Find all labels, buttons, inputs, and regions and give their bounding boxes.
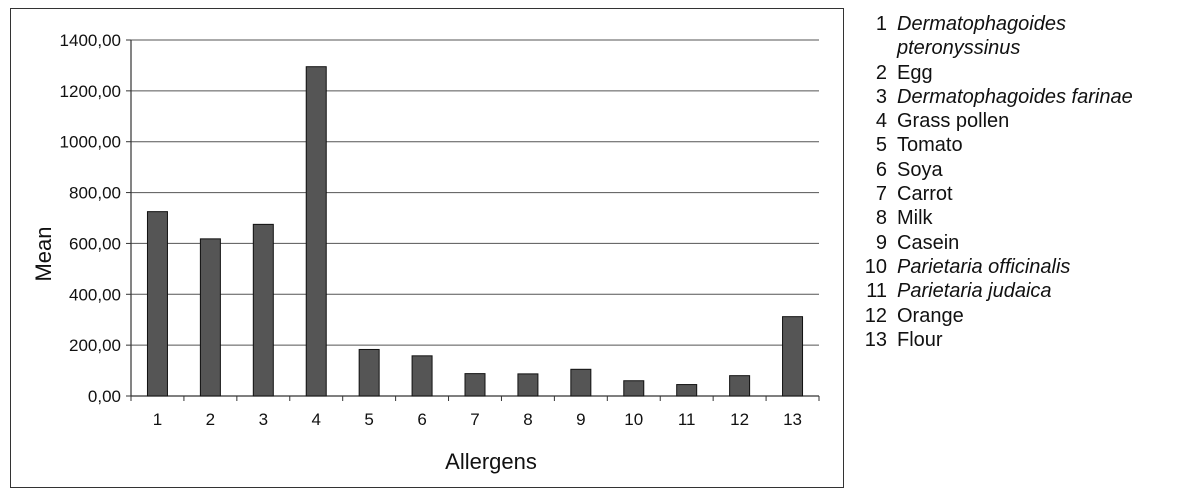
legend-item-label: Grass pollen [897,110,1010,133]
x-tick-label: 12 [730,410,749,429]
y-tick-label: 600,00 [69,234,121,253]
x-tick-label: 8 [523,410,532,429]
legend-item: 12 Orange [863,304,1133,328]
bars [146,66,804,397]
legend-item-label: Dermatophagoides pteronyssinus [897,13,1066,60]
legend-item-number: 9 [875,231,887,254]
legend-item-number: 8 [875,207,887,230]
bar [464,373,486,397]
legend-item-label: Casein [897,231,960,254]
legend-item-label: Tomato [897,134,963,157]
legend-item-label: Dermatophagoides farinae [897,85,1133,108]
legend-item-number: 6 [875,158,887,181]
y-tick-label: 1400,00 [60,31,121,50]
bar [729,375,751,397]
chart-frame: 0,00 200,00 400,00 600,00 800,00 1000,00 1200,… [10,8,844,488]
x-tick-label: 4 [311,410,320,429]
x-tick-label: 7 [470,410,479,429]
bar [146,211,168,397]
legend-item-number: 5 [875,134,887,157]
bar [411,355,433,397]
legend-item-label: Flour [897,328,943,351]
legend-item: 3 Dermatophagoides farinae [863,85,1133,109]
bar [782,316,804,397]
legend-item-label: Orange [897,304,964,327]
legend-item-number: 12 [864,304,887,327]
bar [305,66,327,397]
bar [676,384,698,397]
legend-item: 8 Milk [863,206,1133,230]
legend-item-number: 1 [875,13,887,35]
bar [358,348,380,397]
legend-item: 7 Carrot [863,182,1133,206]
bar [199,238,221,397]
x-tick-label: 11 [678,410,696,429]
x-tick-label: 10 [624,410,643,429]
legend-item-number: 4 [875,110,887,133]
legend-item-number: 3 [875,85,887,108]
bar [517,373,539,397]
y-tick-label: 0,00 [88,387,121,406]
x-tick-label: 5 [364,410,373,429]
legend-item-number: 10 [864,255,887,278]
x-tick-label: 1 [153,410,162,429]
legend-item: 5 Tomato [863,133,1133,157]
bar [623,380,645,397]
bar-chart: 0,00 200,00 400,00 600,00 800,00 1000,00 1200,… [31,31,820,474]
legend-item-label: Soya [897,158,943,181]
legend-item-label: Parietaria officinalis [897,255,1071,278]
y-tick-label: 800,00 [69,184,121,203]
legend: 1 Dermatophagoides pteronyssinus 2 Egg 3 Derm… [863,12,1133,352]
legend-item-number: 13 [864,328,887,351]
x-tick-labels: 1 2 3 4 5 6 7 8 9 10 11 12 13 [153,410,802,429]
x-tick-label: 9 [576,410,585,429]
x-tick-label: 3 [259,410,268,429]
legend-item: 13 Flour [863,328,1133,352]
legend-item-number: 11 [866,280,887,303]
legend-item: 1 Dermatophagoides pteronyssinus [863,12,1133,61]
legend-item-label: Carrot [897,183,953,206]
legend-item-number: 7 [875,183,887,206]
y-tick-label: 1200,00 [60,82,121,101]
legend-item-label: Parietaria judaica [897,280,1052,303]
x-axis-label: Allergens [445,449,537,474]
y-axis-label: Mean [31,226,56,281]
legend-item: 11 Parietaria judaica [863,279,1133,303]
y-tick-labels: 0,00 200,00 400,00 600,00 800,00 1000,00 1200,… [60,31,121,406]
x-tick-label: 13 [783,410,802,429]
legend-item-label: Egg [897,61,933,84]
legend-item-number: 2 [875,61,887,84]
bar [252,223,274,397]
x-tick-label: 6 [417,410,426,429]
gridlines [131,39,819,346]
legend-item: 4 Grass pollen [863,109,1133,133]
legend-item: 2 Egg [863,61,1133,85]
bar [570,368,592,397]
x-tick-label: 2 [206,410,215,429]
legend-item: 6 Soya [863,158,1133,182]
axes [126,39,820,401]
y-tick-label: 200,00 [69,336,121,355]
legend-item: 9 Casein [863,231,1133,255]
y-tick-label: 1000,00 [60,133,121,152]
legend-item: 10 Parietaria officinalis [863,255,1133,279]
legend-item-label: Milk [897,207,933,230]
y-tick-label: 400,00 [69,285,121,304]
